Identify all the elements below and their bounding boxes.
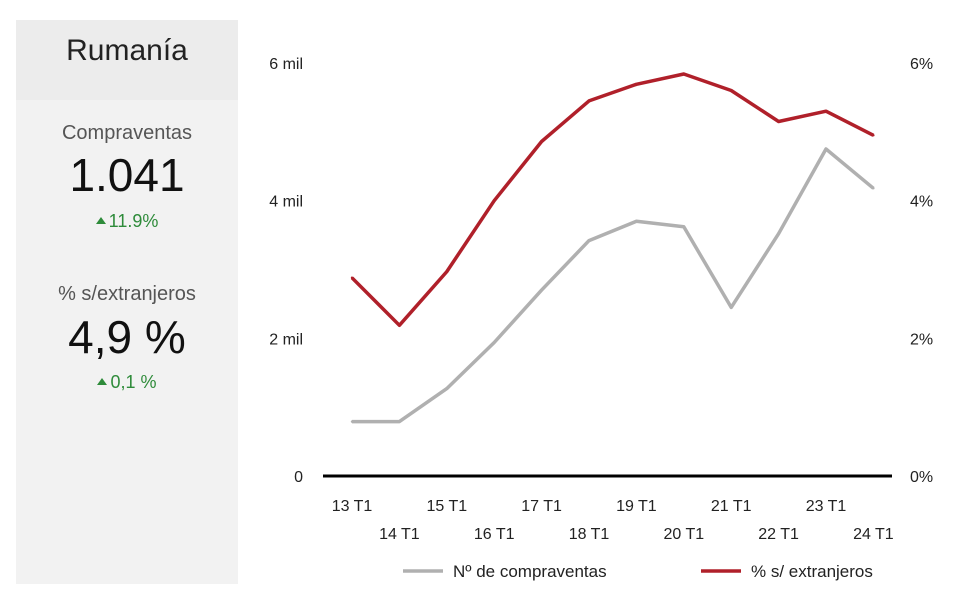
- data-point: [540, 140, 543, 143]
- x-tick-label: 14 T1: [379, 526, 420, 543]
- kpi-change-value: 11.9%: [108, 211, 159, 231]
- kpi-panel: Rumanía Compraventas 1.041 11.9% % s/ext…: [16, 20, 238, 584]
- country-name: Rumanía: [66, 34, 188, 67]
- series-line-compraventas: [352, 147, 875, 424]
- legend-label-extranjeros: % s/ extranjeros: [751, 562, 873, 581]
- data-point: [350, 420, 354, 423]
- data-point: [872, 187, 875, 190]
- legend-label-compraventas: Nº de compraventas: [453, 562, 607, 581]
- data-point: [587, 99, 591, 103]
- data-point: [587, 239, 591, 242]
- kpi-change-extranjeros: 0,1 %: [16, 372, 238, 393]
- y-right-tick-label: 4%: [910, 194, 933, 211]
- kpi-value-extranjeros: 4,9 %: [68, 311, 186, 363]
- x-tick-label: 24 T1: [853, 526, 894, 543]
- series-line-extranjeros: [350, 72, 875, 328]
- kpi-label-extranjeros: % s/extranjeros: [58, 283, 196, 305]
- x-tick-label: 23 T1: [806, 498, 847, 515]
- data-point: [493, 199, 496, 202]
- data-point: [777, 120, 780, 123]
- data-point: [872, 134, 875, 137]
- data-point: [445, 270, 448, 273]
- data-point: [635, 83, 638, 86]
- x-tick-label: 17 T1: [521, 498, 562, 515]
- y-left-tick-label: 6 mil: [269, 56, 303, 73]
- y-left-tick-label: 2 mil: [269, 331, 303, 348]
- x-tick-label: 21 T1: [711, 498, 752, 515]
- data-point: [824, 147, 828, 151]
- line-chart: 0 2 mil 4 mil 6 mil 0% 2% 4% 6% 13 T1 14 T1 15 T1 1…: [269, 56, 933, 581]
- chart-area: 0 2 mil 4 mil 6 mil 0% 2% 4% 6% 13 T1 14 T1 15 T1 1…: [240, 20, 960, 584]
- data-point: [730, 89, 733, 92]
- x-tick-label: 20 T1: [663, 526, 704, 543]
- data-point: [730, 306, 733, 309]
- x-tick-label: 22 T1: [758, 526, 799, 543]
- kpi-change-value: 0,1 %: [110, 372, 157, 392]
- y-left-tick-label: 0: [294, 469, 303, 486]
- data-point: [493, 341, 496, 344]
- data-point: [682, 225, 685, 229]
- kpi-value-compraventas: 1.041: [69, 149, 185, 201]
- y-right-tick-label: 2%: [910, 331, 933, 348]
- y-right-tick-label: 6%: [910, 56, 933, 73]
- x-tick-label: 15 T1: [426, 498, 467, 515]
- x-tick-label: 19 T1: [616, 498, 657, 515]
- country-header: Rumanía: [16, 20, 238, 100]
- y-left-tick-label: 4 mil: [269, 194, 303, 211]
- data-point: [350, 276, 354, 279]
- data-point: [777, 232, 780, 235]
- kpi-change-compraventas: 11.9%: [16, 211, 238, 232]
- data-point: [398, 324, 401, 327]
- data-point: [824, 109, 828, 113]
- x-tick-label: 13 T1: [332, 498, 373, 515]
- data-point: [398, 420, 401, 423]
- data-point: [682, 72, 685, 76]
- y-right-tick-label: 0%: [910, 469, 933, 486]
- arrow-up-icon: [97, 377, 108, 385]
- x-tick-label: 16 T1: [474, 526, 515, 543]
- kpi-label-compraventas: Compraventas: [61, 122, 193, 144]
- data-point: [635, 220, 638, 223]
- arrow-up-icon: [95, 216, 106, 224]
- data-point: [445, 387, 448, 390]
- data-point: [540, 288, 543, 292]
- x-tick-label: 18 T1: [569, 526, 610, 543]
